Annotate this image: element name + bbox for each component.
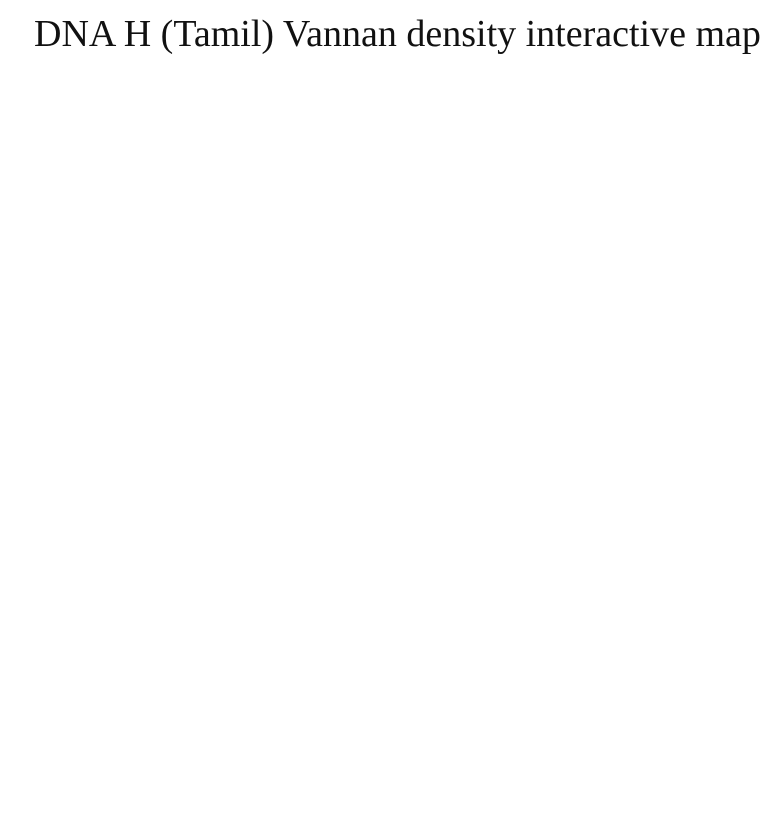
- svg-text:DNA H (Tamil) Vannan density i: DNA H (Tamil) Vannan density interactive…: [34, 13, 761, 55]
